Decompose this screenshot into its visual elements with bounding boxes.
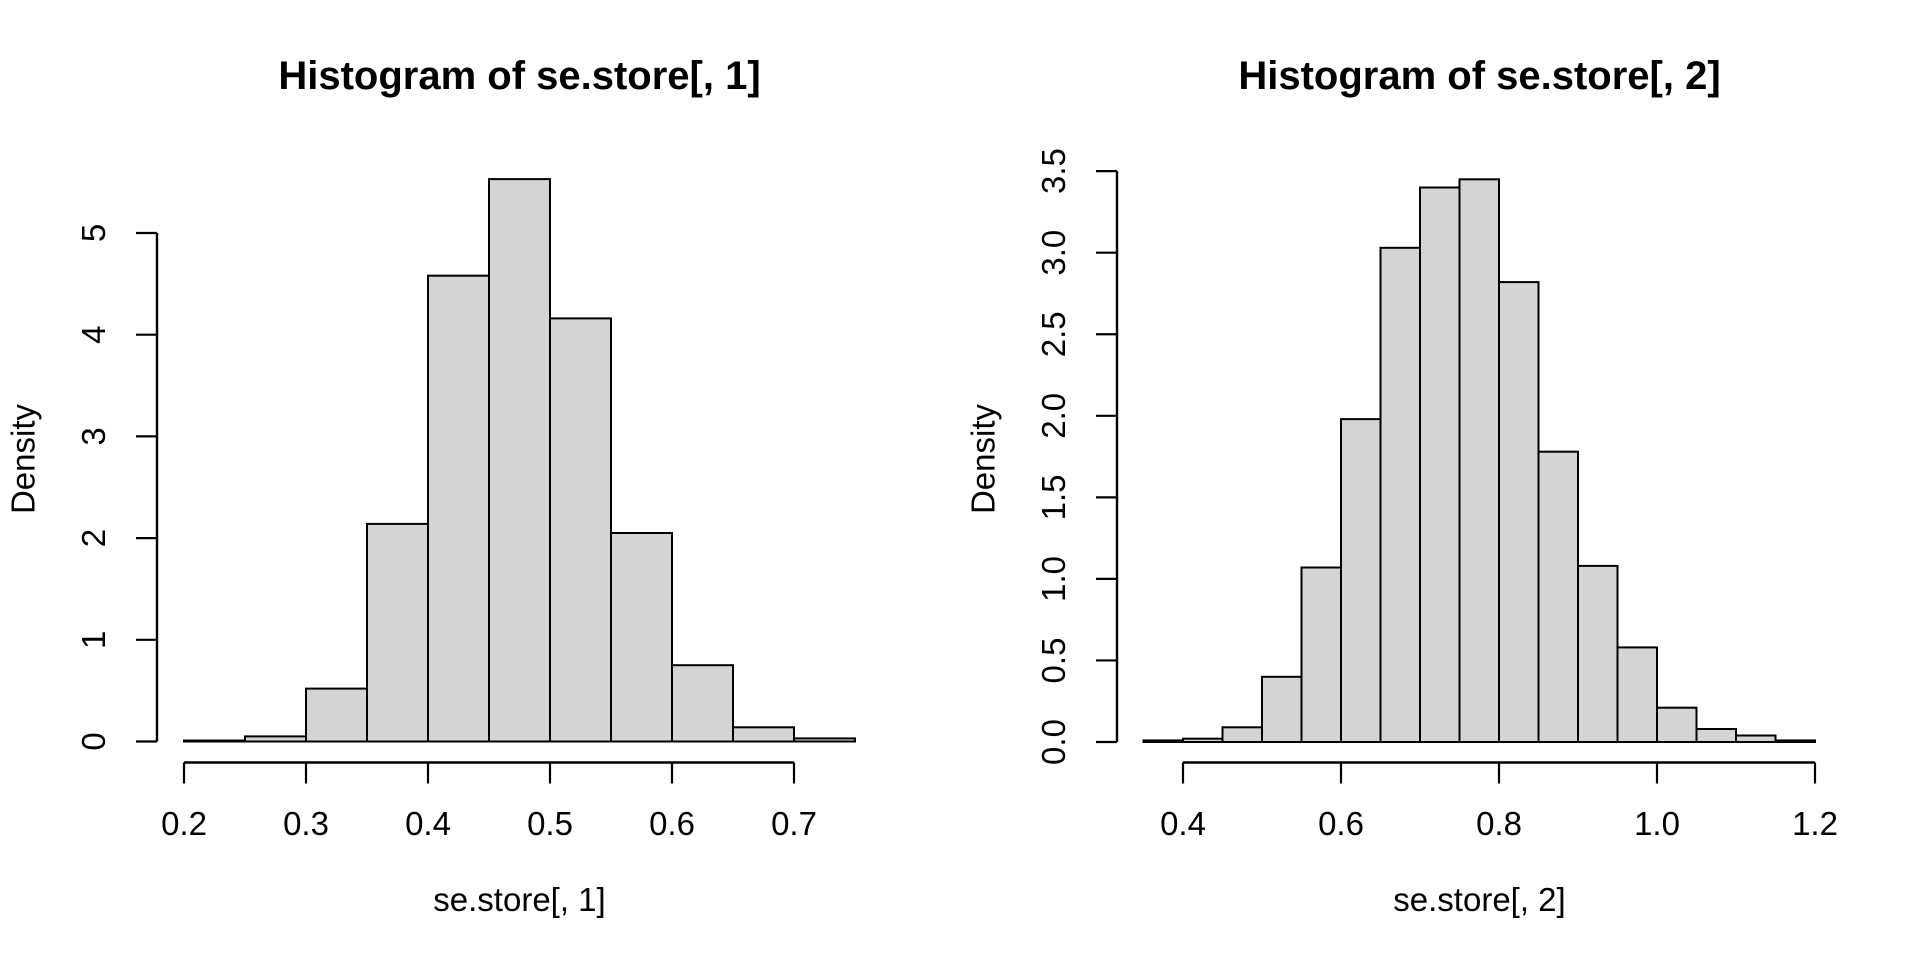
histogram-bar [671,664,734,743]
x-tick-label: 1.2 [1792,805,1838,842]
y-tick-label: 1.0 [1035,556,1072,602]
y-tick-label: 1 [75,631,112,649]
y-tick-label: 2.0 [1035,393,1072,439]
histogram-bar [1182,737,1224,744]
y-tick-label: 0 [75,732,112,750]
y-tick-label: 0.5 [1035,638,1072,684]
x-axis-label: se.store[, 1] [433,881,606,918]
histogram-bar [732,726,795,743]
x-tick-label: 0.4 [1160,805,1206,842]
y-tick-label: 3 [75,427,112,445]
histogram-bar [1735,734,1777,743]
y-axis-label: Density [4,403,42,515]
x-tick-label: 0.7 [771,805,817,842]
histogram-bar [610,532,673,743]
y-tick-label: 2.5 [1035,311,1072,357]
histogram-bar [1774,739,1816,744]
histogram-bar [549,317,612,743]
x-tick-label: 0.8 [1476,805,1522,842]
histogram-bar [1419,186,1461,743]
x-tick-label: 0.6 [649,805,695,842]
y-tick-label: 4 [75,326,112,344]
histogram-bar [488,178,551,743]
y-tick-label: 3.5 [1035,148,1072,194]
y-tick-label: 5 [75,224,112,242]
y-tick-label: 0.0 [1035,719,1072,765]
histogram-plot-1: 0.2 0.3 0.4 0.5 0.6 0.7 0 1 2 3 4 5 [75,178,856,842]
y-tick-label: 3.0 [1035,230,1072,276]
y-axis-label: Density [964,403,1002,515]
histogram-bar [305,687,368,743]
histogram-bar [244,735,307,743]
x-tick-label: 0.3 [283,805,329,842]
x-tick-label: 0.4 [405,805,451,842]
histogram-bar [366,522,429,743]
histogram-bar [427,274,490,743]
chart-title: Histogram of se.store[, 1] [278,54,761,98]
histogram-bar [183,739,246,743]
histogram-panel-1: 0.2 0.3 0.4 0.5 0.6 0.7 0 1 2 3 4 5 Histogram of se… [4,54,856,918]
x-tick-label: 0.2 [161,805,207,842]
histogram-bar [1616,646,1658,744]
histogram-bar [1221,726,1263,743]
x-tick-label: 0.5 [527,805,573,842]
histogram-bar [1142,739,1184,744]
histogram-bar [1458,178,1500,744]
histogram-panel-2: 0.4 0.6 0.8 1.0 1.2 0.0 0.5 1.0 1.5 2.0 2.5 3.0 3.5 … [960,0,1920,960]
histogram-bar [1340,418,1382,743]
y-tick-label: 2 [75,529,112,547]
x-tick-label: 1.0 [1634,805,1680,842]
histogram-bar [1498,281,1540,743]
y-tick-label: 1.5 [1035,474,1072,520]
histogram-bar [1577,564,1619,744]
histogram-bar [1300,566,1342,743]
histogram-bar [1537,450,1579,743]
x-tick-label: 0.6 [1318,805,1364,842]
histogram-bar [1261,675,1303,743]
histogram-bar [793,737,856,743]
x-axis-label: se.store[, 2] [1393,881,1566,918]
histogram-bar [1379,246,1421,744]
histogram-plot-2: 0.4 0.6 0.8 1.0 1.2 0.0 0.5 1.0 1.5 2.0 2.5 3.0 3.5 [1035,148,1838,842]
histogram-bar [1656,706,1698,744]
chart-title: Histogram of se.store[, 2] [1238,54,1721,98]
histogram-bar [1695,728,1737,743]
